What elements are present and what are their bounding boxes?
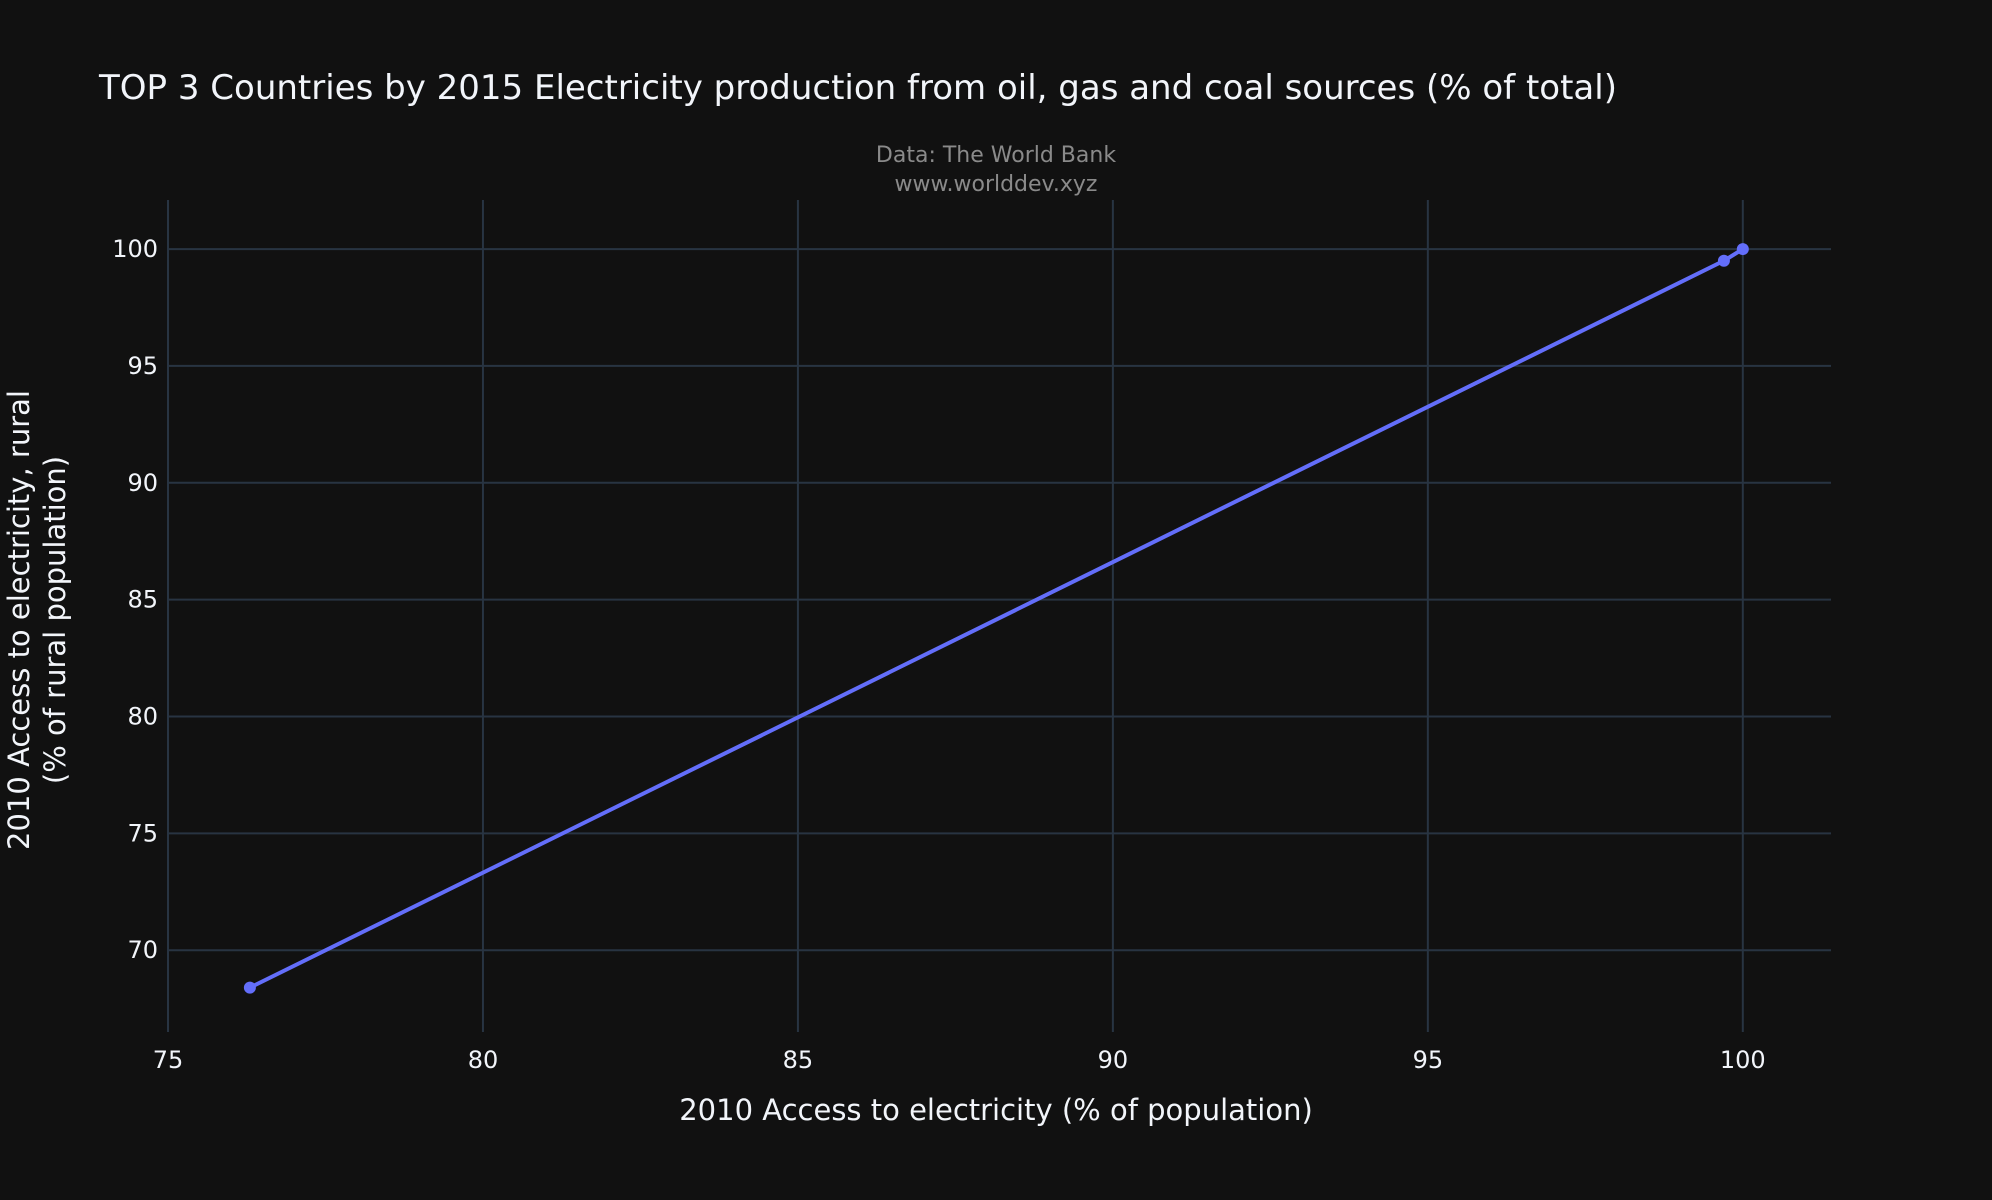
x-tick-label-80: 80 — [468, 1046, 499, 1074]
y-axis-title-line-1: 2010 Access to electricity, rural — [2, 390, 36, 850]
series-0-point-1 — [1717, 254, 1730, 267]
x-tick-label-100: 100 — [1720, 1046, 1766, 1074]
x-tick-label-90: 90 — [1098, 1046, 1129, 1074]
series-0-point-0 — [243, 981, 256, 994]
x-tick-label-95: 95 — [1413, 1046, 1444, 1074]
y-axis-title-group: 2010 Access to electricity, rural (% of … — [2, 390, 72, 850]
y-tick-label-75: 75 — [127, 819, 158, 847]
grid-layer — [167, 200, 1831, 1032]
x-tick-label-85: 85 — [783, 1046, 814, 1074]
source-annotation-line-1: Data: The World Bank — [876, 143, 1116, 168]
chart-title: TOP 3 Countries by 2015 Electricity prod… — [98, 68, 1617, 108]
y-tick-label-70: 70 — [127, 936, 158, 964]
x-tick-label-75: 75 — [153, 1046, 184, 1074]
y-tick-label-95: 95 — [127, 352, 158, 380]
series-layer — [243, 243, 1749, 994]
y-tick-label-85: 85 — [127, 586, 158, 614]
y-tick-label-100: 100 — [112, 235, 158, 263]
y-tick-label-80: 80 — [127, 702, 158, 730]
tick-layer: 75 80 85 90 95 100 70 75 80 85 90 95 100 — [112, 235, 1766, 1074]
series-0-line — [247, 247, 1745, 990]
y-tick-label-90: 90 — [127, 469, 158, 497]
y-axis-title-line-2: (% of rural population) — [38, 456, 72, 784]
x-axis-title: 2010 Access to electricity (% of populat… — [679, 1093, 1313, 1127]
source-annotation-line-2: www.worlddev.xyz — [895, 172, 1098, 197]
series-0-point-2 — [1736, 243, 1749, 256]
